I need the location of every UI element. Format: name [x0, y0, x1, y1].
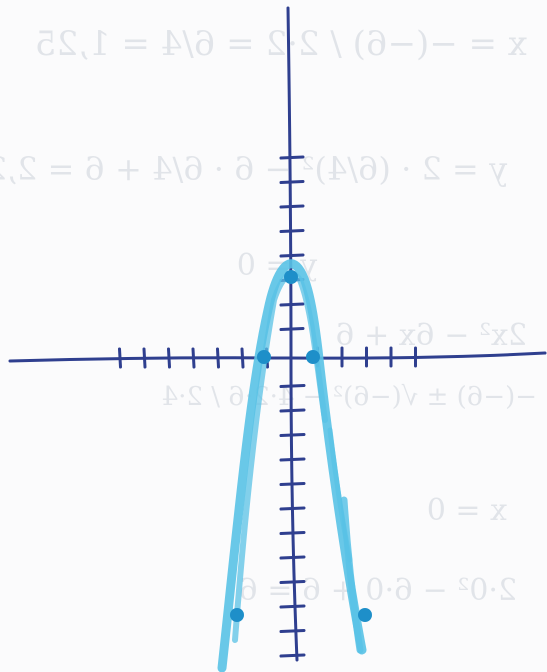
- y-tick-mark: [279, 506, 306, 511]
- x-axis-line: [8, 351, 547, 363]
- y-tick-mark: [279, 653, 306, 658]
- y-axis-line: [286, 6, 299, 662]
- y-tick-mark: [279, 457, 306, 462]
- y-tick-mark: [279, 155, 305, 160]
- y-tick-mark: [279, 604, 306, 609]
- vertex-point: [284, 270, 298, 284]
- x-tick-mark: [191, 347, 196, 369]
- y-tick-mark: [279, 580, 306, 584]
- y-tick-mark: [279, 482, 306, 486]
- y-tick-mark: [279, 204, 305, 209]
- y-tick-mark: [279, 531, 306, 535]
- lower-left-point: [230, 608, 244, 622]
- root-right-point: [306, 350, 320, 364]
- x-tick-mark: [167, 347, 171, 369]
- parabola-curve: [217, 259, 367, 672]
- x-tick-mark: [216, 347, 220, 369]
- x-tick-mark: [142, 347, 147, 369]
- x-tick-mark: [240, 347, 245, 369]
- y-tick-mark: [279, 433, 306, 437]
- parabola-stroke-right-inner: [327, 427, 353, 563]
- y-tick-mark: [279, 253, 305, 258]
- marked-points: [230, 270, 372, 622]
- parabola-stroke-overdraw: [232, 271, 328, 643]
- y-tick-mark: [279, 555, 306, 560]
- y-tick-mark: [279, 180, 305, 184]
- y-tick-mark: [279, 629, 306, 633]
- x-tick-mark: [118, 347, 122, 369]
- y-tick-mark: [279, 384, 306, 388]
- root-left-point: [257, 350, 271, 364]
- coordinate-axes: [8, 6, 547, 662]
- y-tick-mark: [279, 229, 305, 233]
- lower-right-point: [358, 608, 372, 622]
- parabola-stroke-right-tail: [340, 496, 364, 654]
- y-tick-mark: [279, 302, 305, 307]
- y-tick-mark: [279, 408, 306, 413]
- y-tick-mark: [279, 327, 305, 331]
